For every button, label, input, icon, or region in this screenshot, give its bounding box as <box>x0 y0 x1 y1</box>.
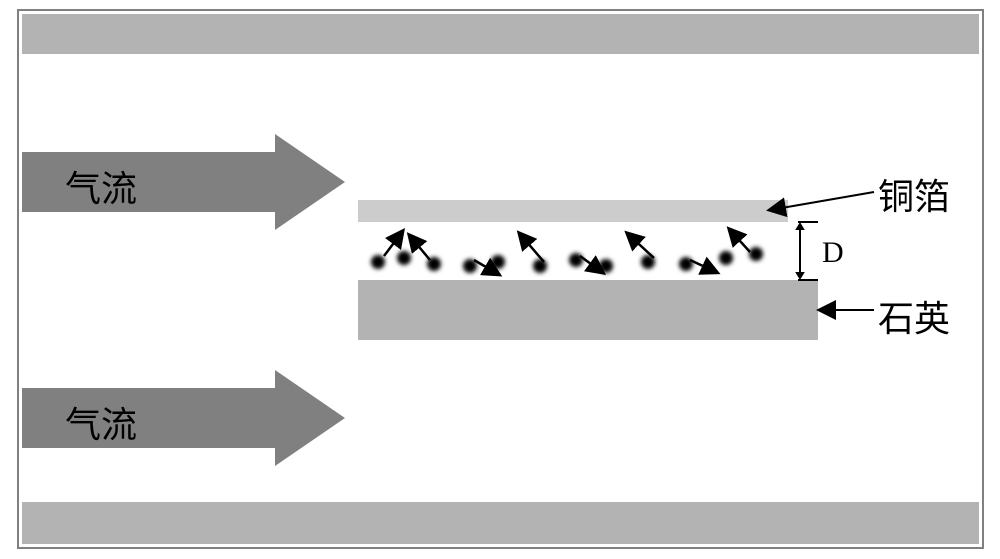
quartz-label: 石英 <box>878 290 950 342</box>
gas-flow-arrow-top-head <box>275 134 345 230</box>
gap-dimension-label: D <box>822 236 844 270</box>
quartz-substrate <box>358 280 818 340</box>
gas-flow-arrow-bottom-head <box>275 370 345 466</box>
tube-wall-top <box>22 14 979 54</box>
copper-foil <box>358 200 788 222</box>
diagram-frame <box>17 9 984 549</box>
tube-wall-bottom <box>22 502 979 544</box>
gas-flow-label-bottom: 气流 <box>65 396 137 448</box>
copper-foil-label: 铜箔 <box>878 168 950 220</box>
gas-flow-label-top: 气流 <box>65 160 137 212</box>
gas-flow-arrow-top-shaft <box>22 152 275 212</box>
gas-flow-arrow-bottom-shaft <box>22 388 275 448</box>
